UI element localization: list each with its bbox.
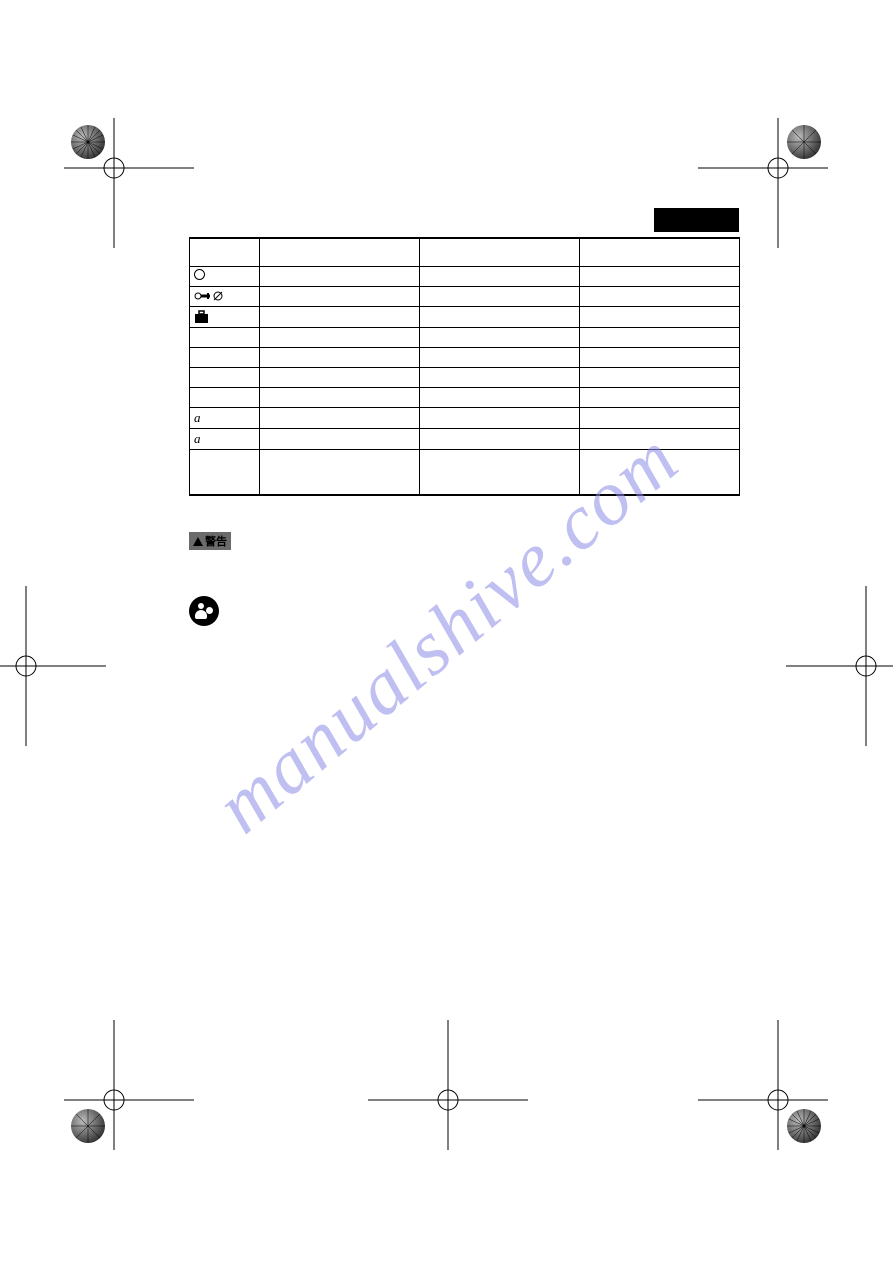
table-cell bbox=[260, 449, 420, 495]
vibration-a-icon: a bbox=[194, 410, 201, 425]
suitcase-icon bbox=[194, 309, 210, 325]
table-row bbox=[190, 286, 740, 306]
table-cell bbox=[580, 347, 740, 367]
table-cell bbox=[260, 238, 420, 266]
section-tab-marker bbox=[654, 208, 739, 232]
table-cell bbox=[580, 286, 740, 306]
warning-triangle-icon bbox=[193, 537, 203, 546]
table-cell bbox=[190, 238, 260, 266]
table-cell bbox=[420, 327, 580, 347]
registration-mark-bottom-right bbox=[698, 1020, 858, 1180]
registration-mark-bottom-mid bbox=[368, 1020, 528, 1180]
table-row bbox=[190, 449, 740, 495]
table-cell bbox=[420, 449, 580, 495]
read-manual-icon bbox=[189, 596, 219, 626]
table-cell bbox=[420, 428, 580, 449]
table-cell bbox=[190, 347, 260, 367]
table-cell bbox=[420, 306, 580, 327]
table-cell bbox=[420, 407, 580, 428]
table-cell bbox=[580, 306, 740, 327]
table-row bbox=[190, 387, 740, 407]
table-cell bbox=[190, 266, 260, 286]
specification-table: a a bbox=[189, 237, 740, 496]
table-row bbox=[190, 238, 740, 266]
document-page: a a 警告 bbox=[189, 237, 739, 626]
table-cell bbox=[580, 266, 740, 286]
table-cell bbox=[190, 367, 260, 387]
registration-mark-bottom-left bbox=[34, 1020, 194, 1180]
table-cell bbox=[190, 306, 260, 327]
table-cell bbox=[260, 367, 420, 387]
table-cell bbox=[260, 428, 420, 449]
table-cell bbox=[260, 327, 420, 347]
table-cell bbox=[260, 407, 420, 428]
table-cell bbox=[260, 306, 420, 327]
table-row bbox=[190, 306, 740, 327]
table-cell bbox=[190, 286, 260, 306]
table-cell bbox=[420, 238, 580, 266]
table-cell bbox=[190, 387, 260, 407]
table-cell bbox=[420, 286, 580, 306]
registration-mark-mid-left bbox=[0, 586, 106, 746]
table-cell bbox=[190, 327, 260, 347]
table-cell bbox=[420, 347, 580, 367]
table-cell bbox=[190, 449, 260, 495]
table-cell bbox=[580, 428, 740, 449]
table-cell bbox=[260, 347, 420, 367]
table-cell bbox=[260, 266, 420, 286]
warning-label: 警告 bbox=[205, 536, 227, 548]
table-cell bbox=[580, 238, 740, 266]
table-row bbox=[190, 327, 740, 347]
table-cell bbox=[580, 327, 740, 347]
table-cell: a bbox=[190, 428, 260, 449]
registration-mark-mid-right bbox=[786, 586, 893, 746]
circle-icon bbox=[194, 269, 205, 280]
table-cell bbox=[420, 387, 580, 407]
table-cell: a bbox=[190, 407, 260, 428]
table-row bbox=[190, 266, 740, 286]
warning-badge: 警告 bbox=[189, 532, 231, 550]
table-cell bbox=[420, 266, 580, 286]
table-row: a bbox=[190, 428, 740, 449]
table-row bbox=[190, 347, 740, 367]
table-cell bbox=[260, 286, 420, 306]
key-diameter-icon bbox=[194, 290, 224, 302]
table-cell bbox=[580, 367, 740, 387]
table-cell bbox=[420, 367, 580, 387]
table-cell bbox=[580, 387, 740, 407]
table-cell bbox=[260, 387, 420, 407]
registration-mark-top-left bbox=[34, 88, 194, 248]
table-cell bbox=[580, 449, 740, 495]
table-cell bbox=[580, 407, 740, 428]
vibration-a-icon: a bbox=[194, 431, 201, 446]
table-row bbox=[190, 367, 740, 387]
table-row: a bbox=[190, 407, 740, 428]
